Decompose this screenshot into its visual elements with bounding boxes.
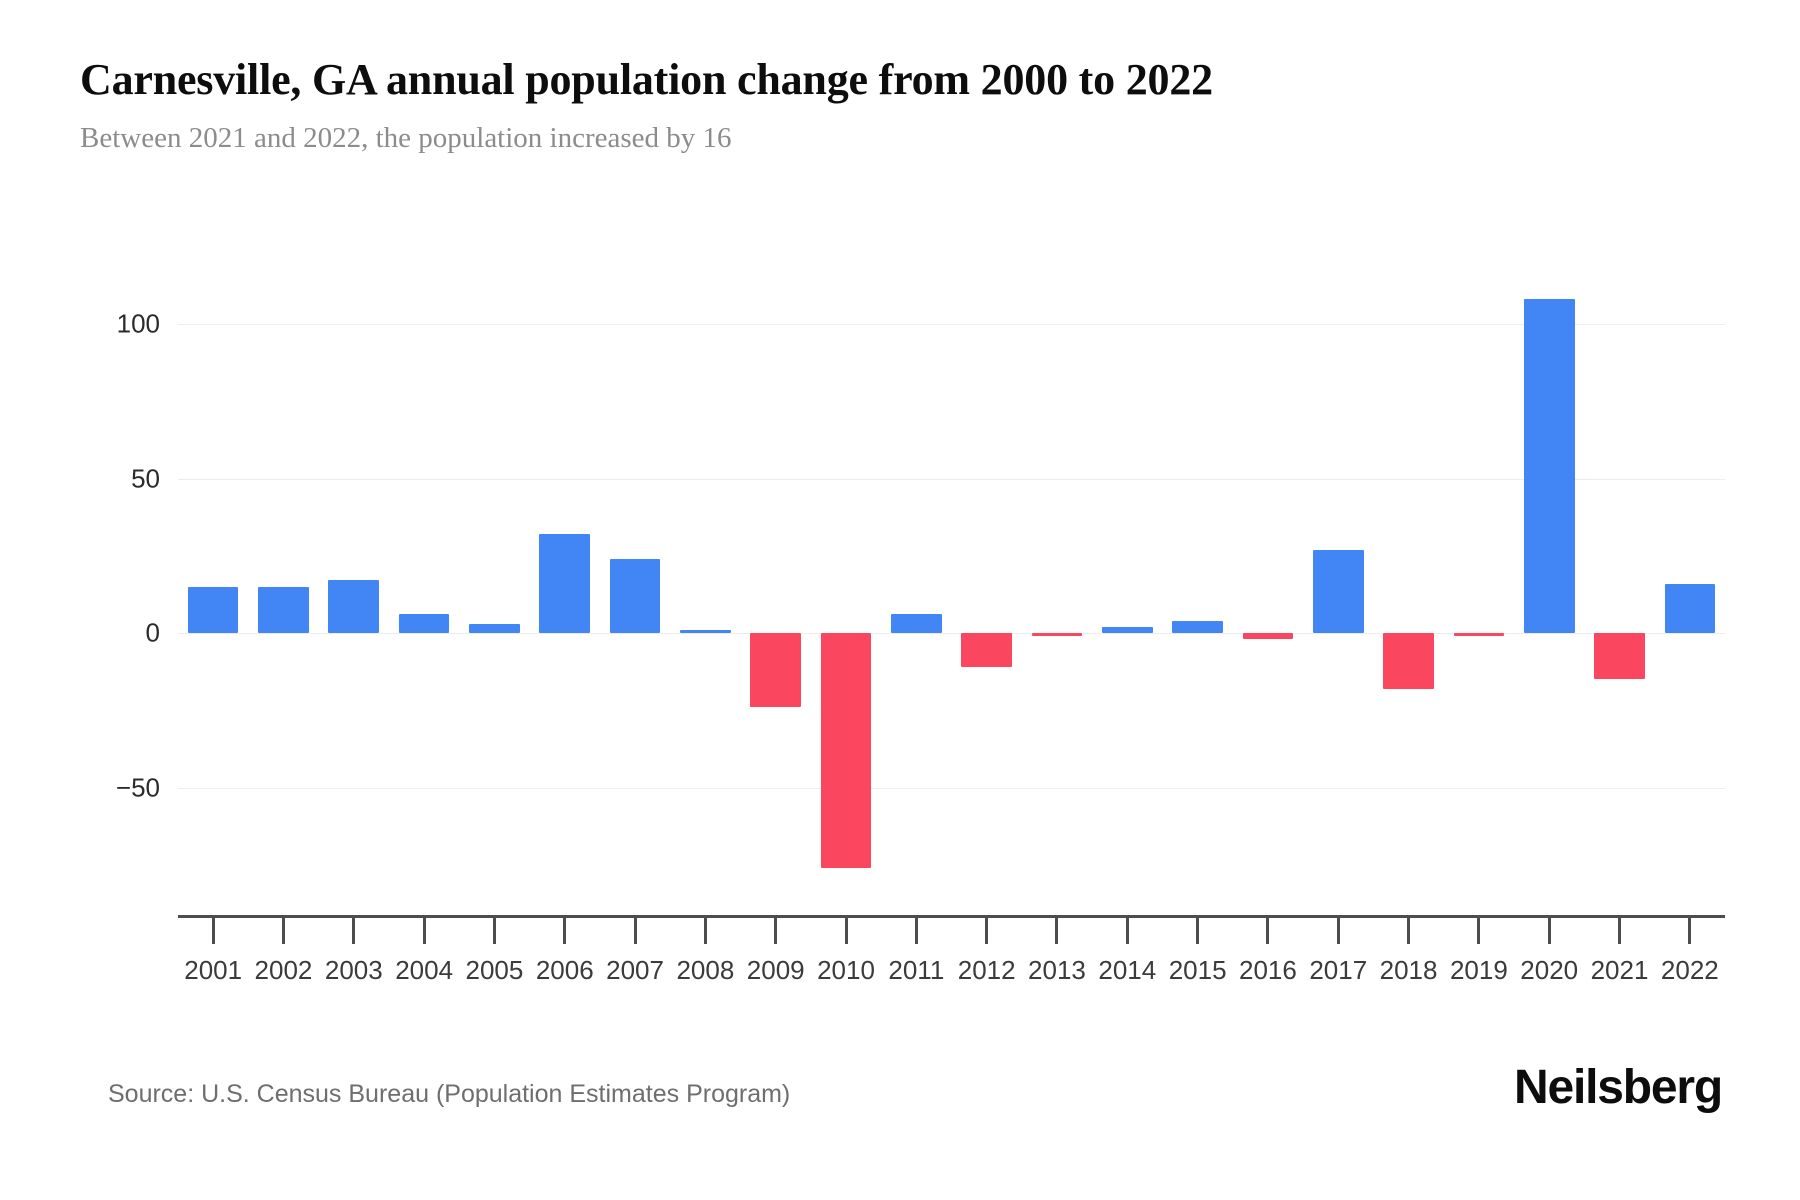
- x-axis-label-2009: 2009: [746, 955, 805, 985]
- x-axis-tick: [563, 918, 567, 944]
- x-axis-line: [178, 915, 1725, 918]
- x-axis-tick: [1055, 918, 1059, 944]
- x-axis-label-2022: 2022: [1660, 955, 1719, 985]
- y-axis-tick-label: 0: [145, 617, 160, 648]
- gridline--50: [178, 787, 1725, 789]
- bar-2016[interactable]: [1242, 633, 1294, 640]
- bar-2005[interactable]: [469, 623, 520, 633]
- x-axis-label-2018: 2018: [1379, 955, 1438, 985]
- x-axis-tick: [1618, 918, 1622, 944]
- x-axis-label-2016: 2016: [1239, 955, 1297, 985]
- chart-subtitle: Between 2021 and 2022, the population in…: [80, 121, 732, 154]
- bar-2017[interactable]: [1312, 549, 1364, 633]
- x-axis-tick: [492, 918, 496, 944]
- brand-logo: Neilsberg: [1514, 1061, 1723, 1114]
- bar-2011[interactable]: [891, 614, 942, 633]
- gridline-50: [178, 478, 1725, 480]
- x-axis-label-2020: 2020: [1520, 955, 1579, 985]
- y-axis-tick-label: 50: [131, 463, 160, 493]
- x-axis-tick: [1266, 918, 1270, 944]
- x-axis-label-2019: 2019: [1449, 955, 1508, 985]
- x-axis-label-2012: 2012: [957, 955, 1016, 985]
- bar-2001[interactable]: [187, 586, 239, 633]
- bar-2015[interactable]: [1172, 620, 1223, 633]
- x-axis-tick: [1196, 918, 1200, 944]
- x-axis-label-2001: 2001: [184, 955, 243, 985]
- bar-2020[interactable]: [1523, 299, 1575, 633]
- x-axis-label-2002: 2002: [254, 955, 313, 985]
- x-axis-label-2017: 2017: [1309, 955, 1368, 985]
- x-axis-label-2015: 2015: [1168, 955, 1227, 985]
- x-axis-tick: [211, 918, 215, 944]
- x-axis-tick: [914, 918, 918, 944]
- y-axis-tick-label: 100: [116, 308, 160, 339]
- x-axis-label-2010: 2010: [817, 955, 875, 985]
- gridline-0: [178, 633, 1725, 634]
- page-title: Carnesville, GA annual population change…: [80, 55, 1213, 104]
- x-axis-tick: [281, 918, 285, 944]
- bar-2006[interactable]: [539, 534, 591, 633]
- x-axis-label-2003: 2003: [324, 955, 383, 985]
- x-axis-tick: [422, 918, 426, 944]
- bars-group: [178, 0, 1725, 1200]
- bar-2019[interactable]: [1453, 633, 1505, 637]
- x-axis-label-2004: 2004: [395, 955, 454, 985]
- bar-2018[interactable]: [1383, 633, 1434, 689]
- bar-2002[interactable]: [258, 586, 309, 633]
- x-axis-tick: [1125, 918, 1129, 944]
- x-axis-tick: [1477, 918, 1481, 944]
- x-axis-tick: [352, 918, 356, 944]
- x-axis-label-2011: 2011: [888, 955, 945, 985]
- bar-2021[interactable]: [1594, 633, 1645, 680]
- y-axis-tick-label: −50: [115, 772, 160, 802]
- x-axis-label-2006: 2006: [535, 955, 594, 985]
- bar-2013[interactable]: [1031, 633, 1083, 637]
- x-axis-tick: [844, 918, 848, 944]
- x-axis-tick: [633, 918, 637, 944]
- x-axis-tick: [1547, 918, 1551, 944]
- gridline-100: [178, 324, 1725, 325]
- bar-2012[interactable]: [961, 633, 1012, 667]
- x-axis-tick: [1688, 918, 1692, 944]
- x-axis-tick: [985, 918, 989, 944]
- x-axis-label-2007: 2007: [606, 955, 664, 985]
- x-axis-label-2005: 2005: [465, 955, 524, 985]
- bar-2003[interactable]: [328, 580, 380, 633]
- source-note: Source: U.S. Census Bureau (Population E…: [108, 1080, 791, 1108]
- x-axis-tick: [1336, 918, 1340, 944]
- x-axis-label-2014: 2014: [1098, 955, 1157, 985]
- chart-header: Carnesville, GA annual population change…: [80, 55, 1720, 155]
- bar-2014[interactable]: [1101, 626, 1153, 633]
- bar-2010[interactable]: [820, 633, 872, 868]
- x-axis-tick: [1407, 918, 1411, 944]
- x-axis-tick: [774, 918, 778, 944]
- x-axis-label-2021: 2021: [1590, 955, 1649, 985]
- x-axis-label-2013: 2013: [1028, 955, 1086, 985]
- bar-2008[interactable]: [680, 629, 731, 633]
- x-axis-label-2008: 2008: [676, 955, 735, 985]
- bar-2009[interactable]: [750, 633, 801, 708]
- bar-2007[interactable]: [609, 558, 661, 633]
- x-axis-tick: [703, 918, 707, 944]
- bar-2004[interactable]: [398, 614, 450, 633]
- bar-2022[interactable]: [1664, 583, 1716, 633]
